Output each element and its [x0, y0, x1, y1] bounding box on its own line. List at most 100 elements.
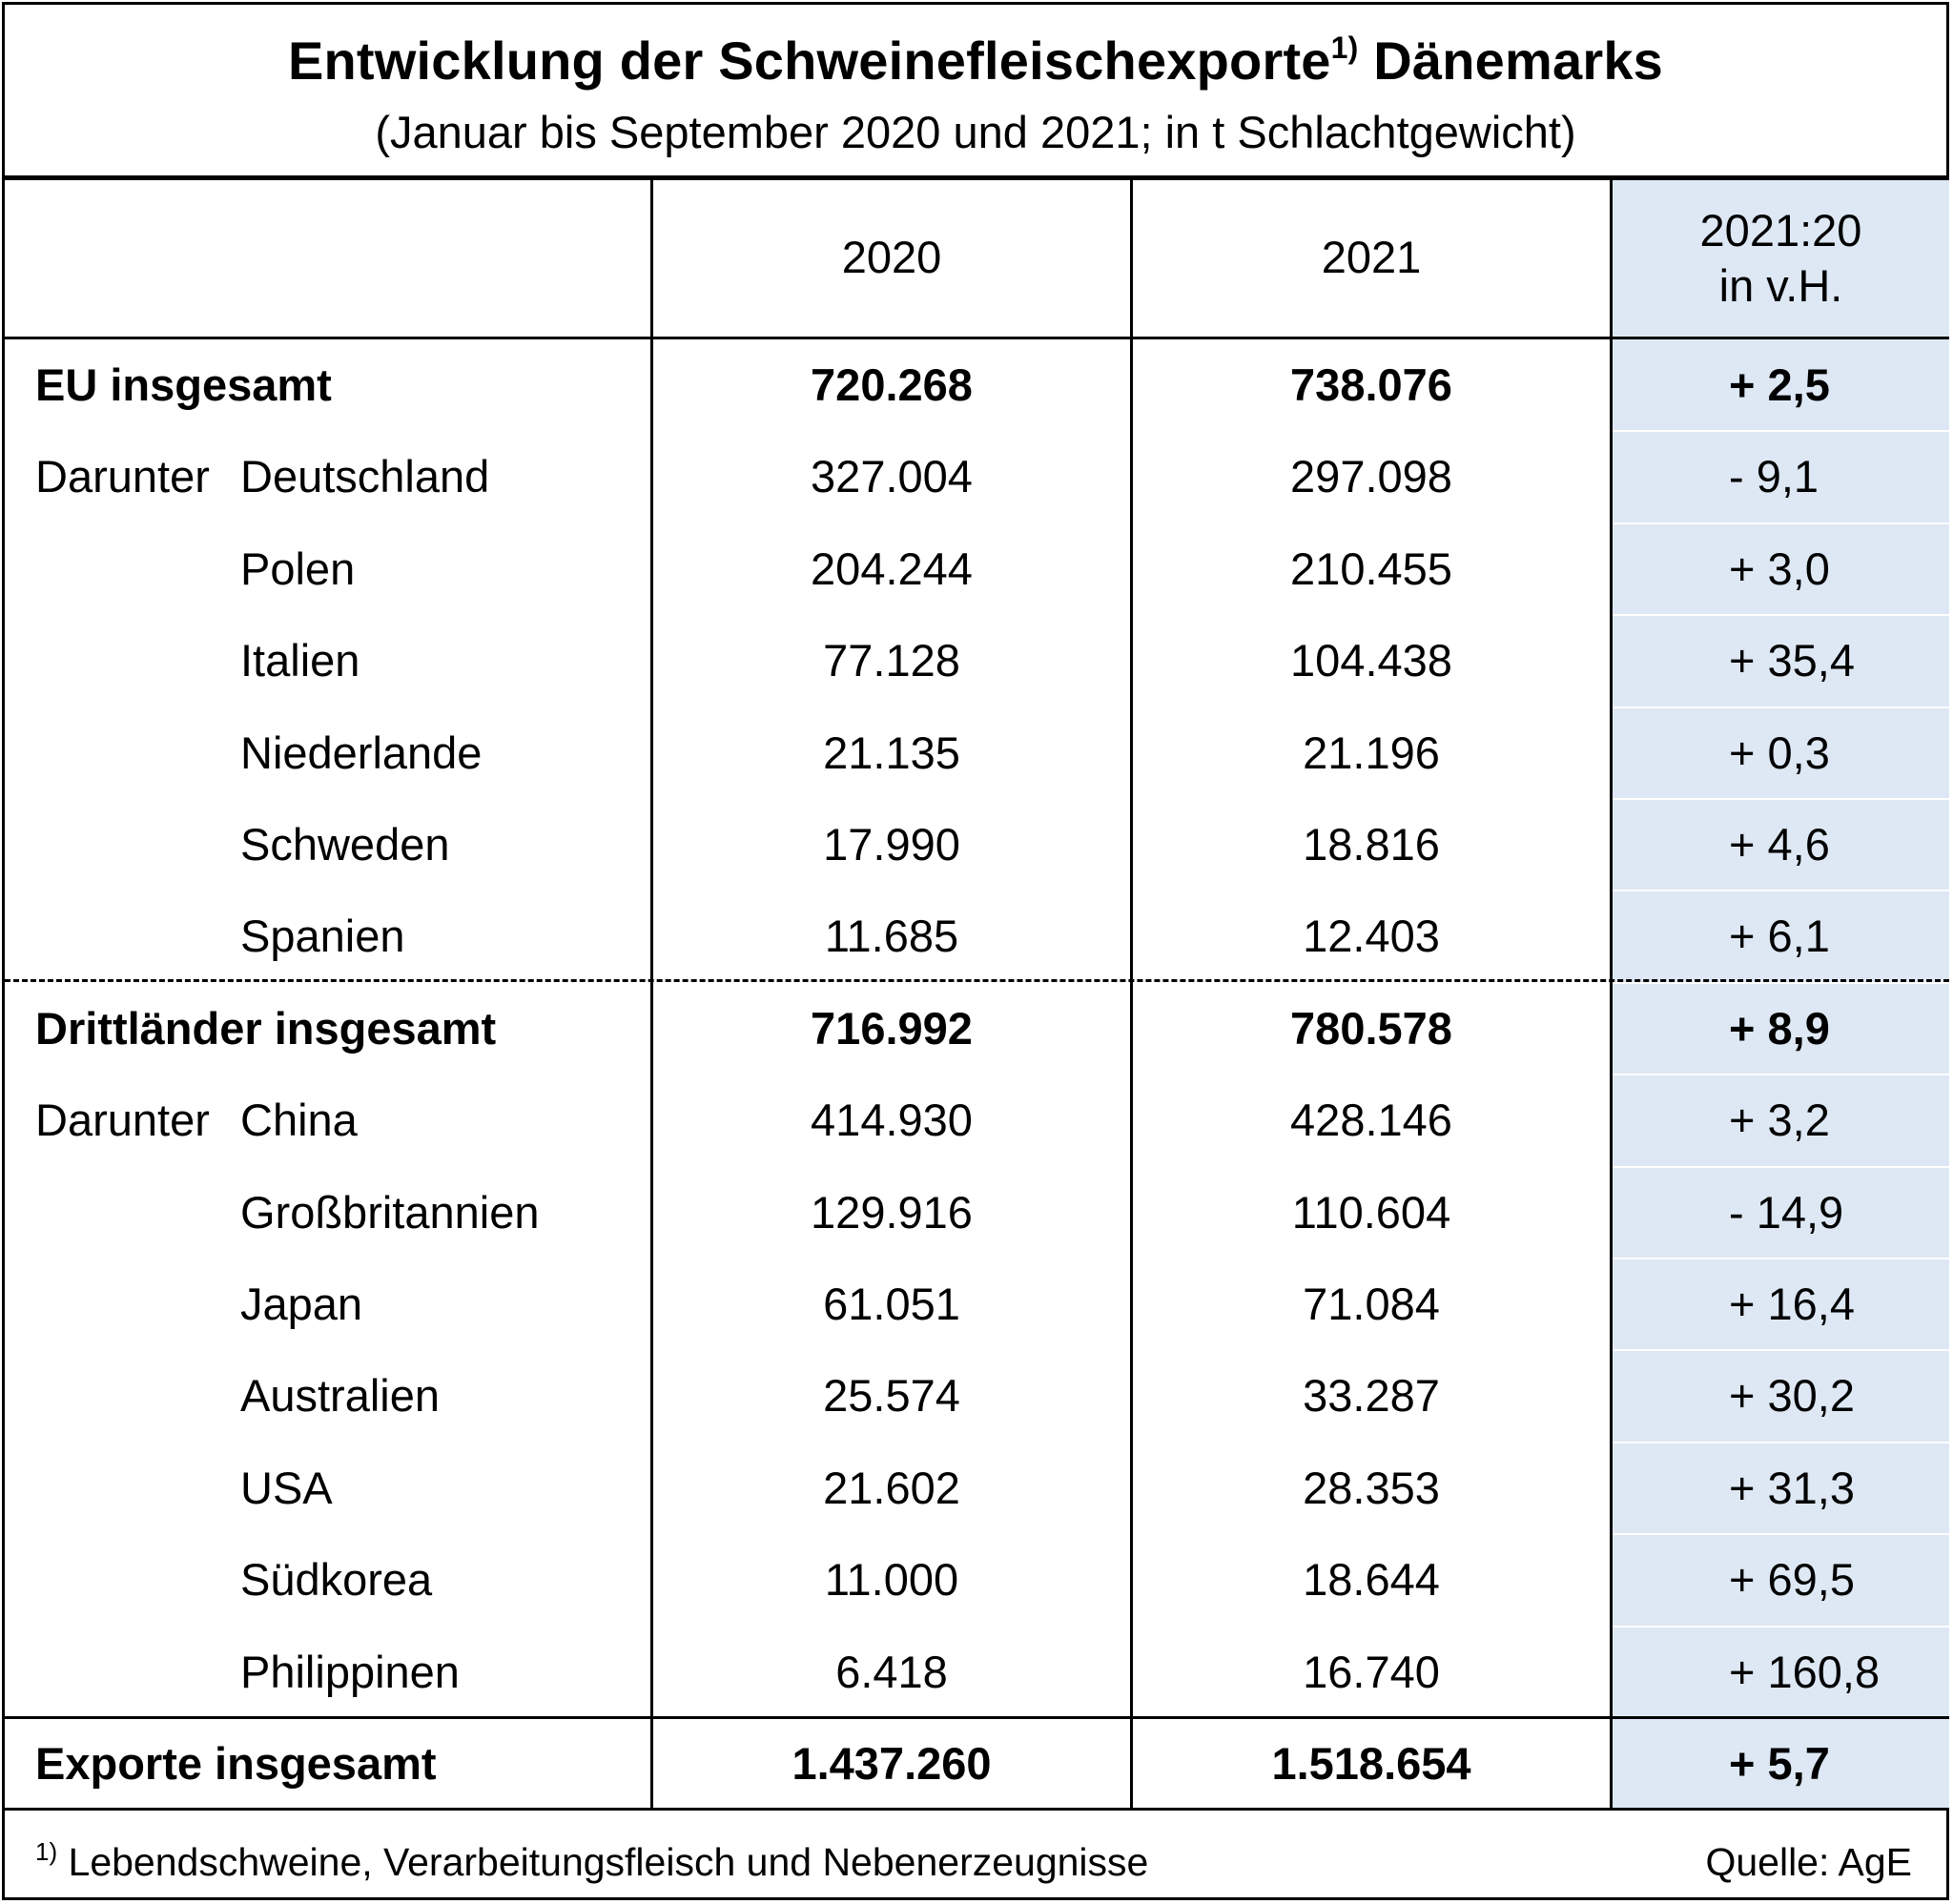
row-value-2020: 61.051	[823, 1279, 960, 1329]
row-prefix: EU insgesamt	[35, 359, 332, 410]
row-value-2021: 18.644	[1303, 1554, 1440, 1606]
row-change-percent: + 31,3	[1729, 1462, 1855, 1513]
data-table: 2020 2021 2021:20 in v.H. EU insgesamt 72…	[5, 180, 1952, 1812]
row-value-2020: 11.685	[824, 911, 959, 962]
row-value-2020: 716.992	[811, 1002, 973, 1054]
table-title: Entwicklung der Schweinefleischexporte1)…	[5, 30, 1946, 92]
shade-row-separator	[1612, 430, 1949, 433]
table-row: Spanien 11.685 12.403 + 6,1	[5, 891, 1949, 982]
row-value-2021: 210.455	[1290, 543, 1452, 594]
row-value-2020: 6.418	[835, 1646, 948, 1697]
table-row: Südkorea 11.000 18.644 + 69,5	[5, 1534, 1949, 1626]
row-label: USA	[240, 1462, 333, 1513]
row-value-2021: 297.098	[1290, 451, 1452, 502]
row-change-percent: + 3,2	[1729, 1095, 1830, 1146]
row-label: Spanien	[240, 911, 405, 962]
total-rule	[5, 1716, 1949, 1719]
row-change-percent: + 8,9	[1729, 1002, 1830, 1054]
row-prefix: Darunter	[35, 451, 210, 502]
row-prefix: Darunter	[35, 1095, 210, 1146]
row-value-2020: 204.244	[811, 543, 973, 594]
footnote-mark: 1)	[35, 1837, 58, 1866]
section-divider-dashed	[5, 979, 1949, 982]
footnote-text: Lebendschweine, Verarbeitungsfleisch und…	[57, 1840, 1149, 1884]
title-block: Entwicklung der Schweinefleischexporte1)…	[5, 5, 1946, 180]
row-label: Italien	[240, 635, 360, 686]
title-main: Entwicklung der Schweinefleischexporte	[287, 31, 1331, 91]
shade-row-separator	[1612, 981, 1949, 984]
row-value-2020: 17.990	[823, 819, 960, 870]
table-subtitle: (Januar bis September 2020 und 2021; in …	[375, 107, 1576, 157]
row-value-2020: 21.135	[823, 727, 960, 778]
table-row: EU insgesamt 720.268 738.076 + 2,5	[5, 339, 1949, 431]
shade-row-separator	[1612, 1074, 1949, 1076]
row-change-percent: + 2,5	[1729, 359, 1830, 410]
shade-row-separator	[1612, 1258, 1949, 1259]
row-value-2020: 327.004	[811, 451, 973, 502]
shade-row-separator	[1612, 798, 1949, 800]
row-label: China	[240, 1095, 358, 1146]
title-suffix: Dänemarks	[1358, 31, 1664, 91]
row-label: Südkorea	[240, 1554, 433, 1606]
row-label: Polen	[240, 543, 356, 594]
row-value-2021: 21.196	[1303, 727, 1440, 778]
table-row: Exporte insgesamt 1.437.260 1.518.654 + 5,7	[5, 1718, 1949, 1810]
row-label: Japan	[240, 1279, 363, 1329]
change-column-shade	[1612, 180, 1949, 1809]
title-footnote-mark: 1)	[1330, 31, 1359, 65]
row-value-2021: 428.146	[1290, 1095, 1452, 1146]
table-row: Schweden 17.990 18.816 + 4,6	[5, 799, 1949, 891]
row-prefix: Drittländer insgesamt	[35, 1002, 497, 1054]
row-value-2021: 71.084	[1303, 1279, 1440, 1329]
row-value-2021: 16.740	[1303, 1646, 1440, 1697]
shade-row-separator	[1612, 1625, 1949, 1628]
row-change-percent: + 16,4	[1729, 1279, 1855, 1329]
row-change-percent: + 5,7	[1729, 1738, 1830, 1789]
row-change-percent: - 14,9	[1729, 1186, 1844, 1238]
header-change-line1: 2021:20	[1699, 205, 1862, 256]
column-divider-3	[1610, 180, 1613, 1809]
row-value-2021: 12.403	[1303, 911, 1440, 962]
table-row: Japan 61.051 71.084 + 16,4	[5, 1259, 1949, 1350]
row-change-percent: + 69,5	[1729, 1554, 1855, 1606]
row-label: Philippinen	[240, 1646, 460, 1697]
header-2021: 2021	[1321, 232, 1422, 282]
row-value-2020: 1.437.260	[791, 1738, 992, 1789]
row-change-percent: + 30,2	[1729, 1370, 1855, 1422]
row-value-2020: 21.602	[823, 1462, 960, 1513]
shade-row-separator	[1612, 522, 1949, 524]
shade-row-separator	[1612, 1533, 1949, 1536]
table-row: Großbritannien 129.916 110.604 - 14,9	[5, 1167, 1949, 1259]
row-change-percent: + 160,8	[1729, 1646, 1881, 1697]
header-2020: 2020	[841, 232, 942, 282]
header-change-line2: in v.H.	[1718, 260, 1843, 311]
column-divider-1	[650, 180, 653, 1809]
table-row: Niederlande 21.135 21.196 + 0,3	[5, 707, 1949, 799]
row-change-percent: + 6,1	[1729, 911, 1830, 962]
table-row: USA 21.602 28.353 + 31,3	[5, 1443, 1949, 1534]
table-bottom-rule	[5, 1808, 1949, 1811]
row-label: Großbritannien	[240, 1186, 540, 1238]
row-value-2020: 77.128	[823, 635, 960, 686]
row-value-2021: 18.816	[1303, 819, 1440, 870]
shade-row-separator	[1612, 1349, 1949, 1352]
row-value-2020: 25.574	[823, 1370, 960, 1422]
column-divider-2	[1130, 180, 1133, 1809]
shade-row-separator	[1612, 614, 1949, 617]
row-value-2021: 780.578	[1290, 1002, 1452, 1054]
row-value-2021: 738.076	[1290, 359, 1452, 410]
shade-row-separator	[1612, 706, 1949, 708]
row-value-2020: 11.000	[824, 1554, 959, 1606]
footnote: 1) Lebendschweine, Verarbeitungsfleisch …	[35, 1837, 1149, 1885]
row-value-2020: 720.268	[811, 359, 973, 410]
source-note: Quelle: AgE	[1705, 1840, 1912, 1884]
row-change-percent: + 3,0	[1729, 543, 1830, 594]
table-row: Australien 25.574 33.287 + 30,2	[5, 1350, 1949, 1442]
row-value-2021: 110.604	[1291, 1186, 1451, 1238]
table-row: Polen 204.244 210.455 + 3,0	[5, 523, 1949, 615]
row-label: Australien	[240, 1370, 440, 1422]
table-row: Italien 77.128 104.438 + 35,4	[5, 615, 1949, 706]
row-change-percent: + 4,6	[1729, 819, 1830, 870]
row-value-2021: 33.287	[1303, 1370, 1440, 1422]
table-row: Drittländer insgesamt 716.992 780.578 + 8,9	[5, 983, 1949, 1075]
